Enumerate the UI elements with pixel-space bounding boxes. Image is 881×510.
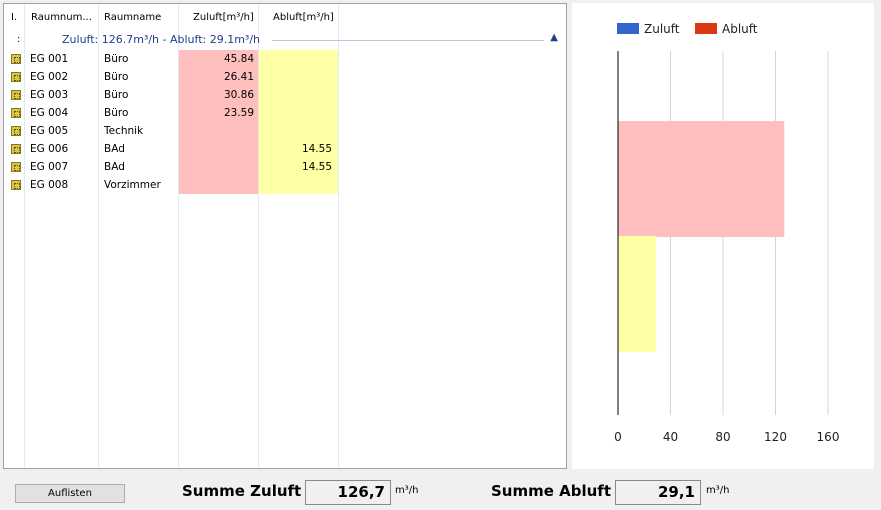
column-divider xyxy=(178,4,179,468)
table-row[interactable]: EG 003 Büro 30.86 xyxy=(4,86,566,104)
x-tick-label: 40 xyxy=(663,430,678,444)
room-icon xyxy=(11,108,21,118)
room-name: Büro xyxy=(104,89,129,101)
column-divider xyxy=(24,4,25,468)
room-number: EG 002 xyxy=(30,71,69,83)
zuluft-cell[interactable]: 30.86 xyxy=(179,86,258,104)
group-separator-line xyxy=(272,40,544,41)
group-summary-row[interactable]: : Zuluft: 126.7m³/h - Abluft: 29.1m³/h ▲ xyxy=(4,32,566,50)
table-row[interactable]: EG 007 BAd 14.55 xyxy=(4,158,566,176)
room-icon xyxy=(11,162,21,172)
x-tick-label: 0 xyxy=(614,430,622,444)
bar-chart: Zuluft Abluft 0 40 80 120 160 xyxy=(614,22,840,444)
legend-label: Abluft xyxy=(722,22,758,36)
zuluft-cell[interactable] xyxy=(179,176,258,194)
abluft-cell[interactable] xyxy=(259,86,338,104)
abluft-cell[interactable] xyxy=(259,104,338,122)
column-header-abluft[interactable]: Abluft[m³/h] xyxy=(273,12,334,23)
grid-header: I. Raumnum... Raumname Zuluft[m³/h] Ablu… xyxy=(4,4,566,32)
abluft-cell[interactable] xyxy=(259,50,338,68)
room-icon xyxy=(11,72,21,82)
room-name: Vorzimmer xyxy=(104,179,161,191)
summe-zuluft-field[interactable]: 126,7 xyxy=(305,480,391,505)
room-icon xyxy=(11,126,21,136)
table-row[interactable]: EG 002 Büro 26.41 xyxy=(4,68,566,86)
room-number: EG 004 xyxy=(30,107,69,119)
group-summary-text: Zuluft: 126.7m³/h - Abluft: 29.1m³/h xyxy=(62,33,261,46)
column-header-room-name[interactable]: Raumname xyxy=(104,12,162,23)
zuluft-cell[interactable] xyxy=(179,158,258,176)
room-icon xyxy=(11,144,21,154)
zuluft-cell[interactable]: 26.41 xyxy=(179,68,258,86)
bar-abluft xyxy=(618,236,657,352)
room-name: Technik xyxy=(104,125,144,137)
room-grid: I. Raumnum... Raumname Zuluft[m³/h] Ablu… xyxy=(3,3,567,469)
zuluft-cell[interactable] xyxy=(179,122,258,140)
bar-zuluft xyxy=(618,121,785,237)
chevron-up-icon[interactable]: ▲ xyxy=(550,32,558,43)
room-number: EG 007 xyxy=(30,161,69,173)
room-icon xyxy=(11,90,21,100)
abluft-cell[interactable] xyxy=(259,176,338,194)
legend-label: Zuluft xyxy=(644,22,680,36)
room-number: EG 008 xyxy=(30,179,69,191)
room-icon xyxy=(11,180,21,190)
x-tick-label: 160 xyxy=(817,430,840,444)
zuluft-cell[interactable]: 23.59 xyxy=(179,104,258,122)
table-row[interactable]: EG 006 BAd 14.55 xyxy=(4,140,566,158)
summe-zuluft-label: Summe Zuluft xyxy=(182,482,302,500)
x-tick-label: 80 xyxy=(715,430,730,444)
table-row[interactable]: EG 005 Technik xyxy=(4,122,566,140)
column-header-room-number[interactable]: Raumnum... xyxy=(31,12,92,23)
room-number: EG 001 xyxy=(30,53,69,65)
legend-swatch xyxy=(617,23,639,34)
table-row[interactable]: EG 004 Büro 23.59 xyxy=(4,104,566,122)
legend-swatch xyxy=(695,23,717,34)
column-header-index[interactable]: I. xyxy=(11,12,18,23)
room-icon xyxy=(11,54,21,64)
room-number: EG 003 xyxy=(30,89,69,101)
summe-abluft-label: Summe Abluft xyxy=(491,482,611,500)
zuluft-cell[interactable] xyxy=(179,140,258,158)
abluft-cell[interactable]: 14.55 xyxy=(259,140,338,158)
summe-abluft-unit: m³/h xyxy=(706,485,730,496)
room-name: Büro xyxy=(104,53,129,65)
room-name: BAd xyxy=(104,161,125,173)
column-header-zuluft[interactable]: Zuluft[m³/h] xyxy=(193,12,254,23)
abluft-cell[interactable] xyxy=(259,68,338,86)
abluft-cell[interactable] xyxy=(259,122,338,140)
table-row[interactable]: EG 001 Büro 45.84 xyxy=(4,50,566,68)
summe-abluft-field[interactable]: 29,1 xyxy=(615,480,701,505)
column-divider xyxy=(338,4,339,468)
room-number: EG 005 xyxy=(30,125,69,137)
abluft-cell[interactable]: 14.55 xyxy=(259,158,338,176)
room-name: Büro xyxy=(104,107,129,119)
zuluft-cell[interactable]: 45.84 xyxy=(179,50,258,68)
x-tick-label: 120 xyxy=(764,430,787,444)
room-number: EG 006 xyxy=(30,143,69,155)
table-row[interactable]: EG 008 Vorzimmer xyxy=(4,176,566,194)
room-name: BAd xyxy=(104,143,125,155)
auflisten-button[interactable]: Auflisten xyxy=(15,484,125,503)
column-divider xyxy=(98,4,99,468)
room-name: Büro xyxy=(104,71,129,83)
group-marker: : xyxy=(17,34,21,45)
chart-panel: Zuluft Abluft 0 40 80 120 160 xyxy=(572,3,874,469)
column-divider xyxy=(258,4,259,468)
summe-zuluft-unit: m³/h xyxy=(395,485,419,496)
